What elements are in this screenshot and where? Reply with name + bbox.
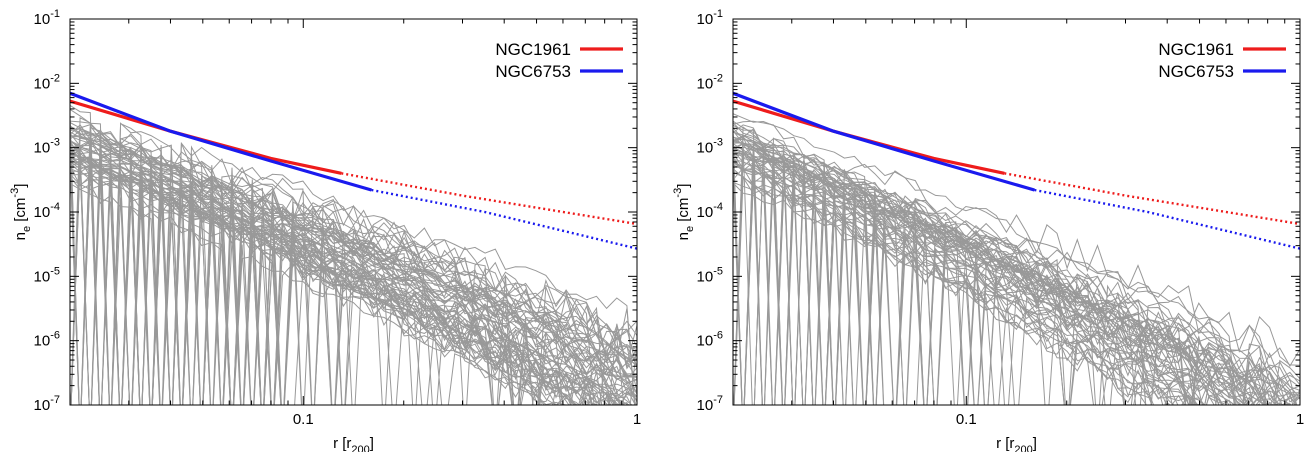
x-tick-label: 0.1 xyxy=(956,411,977,428)
y-tick-label: 10-5 xyxy=(34,265,60,285)
background-profile xyxy=(70,165,637,405)
background-profile xyxy=(733,147,1206,405)
y-tick-label: 10-3 xyxy=(697,137,723,157)
y-tick-label: 10-6 xyxy=(34,330,60,350)
y-axis-label: ne [cm-3] xyxy=(9,184,33,241)
series-line-solid xyxy=(70,91,372,192)
background-profile xyxy=(733,120,1300,366)
series-line-dotted xyxy=(1034,188,1300,250)
series-line-dotted xyxy=(1004,172,1300,226)
background-profile xyxy=(70,143,637,405)
background-profile xyxy=(70,132,637,365)
background-profile xyxy=(733,172,1171,405)
x-axis-label: r [r200] xyxy=(333,435,374,452)
background-profile xyxy=(733,113,1300,405)
background-profile xyxy=(70,148,637,405)
y-tick-label: 10-4 xyxy=(697,201,723,221)
background-profile xyxy=(733,182,1205,405)
series-ngc6753 xyxy=(70,91,637,250)
legend-label: NGC1961 xyxy=(495,40,571,59)
background-profile xyxy=(70,179,622,405)
background-profile xyxy=(733,159,1185,405)
y-axis-label: ne [cm-3] xyxy=(672,184,696,241)
background-profile xyxy=(70,157,633,405)
background-profile xyxy=(70,108,637,405)
background-profile xyxy=(733,150,1194,405)
y-tick-label: 10-1 xyxy=(34,8,60,28)
background-profile xyxy=(70,147,637,362)
background-profile xyxy=(70,152,637,405)
legend: NGC1961 NGC6753 xyxy=(1158,40,1286,81)
background-profiles xyxy=(70,104,637,405)
series-line-dotted xyxy=(341,172,637,226)
y-tick-label: 10-7 xyxy=(697,394,723,414)
background-profile xyxy=(733,126,1291,405)
background-profile xyxy=(733,161,1255,405)
legend-label: NGC6753 xyxy=(1158,62,1234,81)
background-profile xyxy=(733,164,1300,405)
background-profile xyxy=(70,125,637,375)
x-tick-label: 1 xyxy=(1296,411,1304,428)
background-profile xyxy=(70,145,637,405)
background-profile xyxy=(70,104,637,405)
background-profile xyxy=(733,124,1247,405)
background-profile xyxy=(70,159,637,405)
background-profile xyxy=(70,155,619,405)
background-profile xyxy=(733,150,1220,405)
background-profile xyxy=(733,158,1202,405)
background-profiles xyxy=(733,113,1300,405)
series-ngc6753 xyxy=(733,91,1300,250)
background-profile xyxy=(733,160,1153,405)
left-panel: 10-7 10-6 10-5 10-4 10-3 10-2 10-1 0.1 1 r [r200]… xyxy=(9,8,641,452)
background-profile xyxy=(70,145,593,405)
background-profile xyxy=(70,137,637,405)
background-profile xyxy=(733,147,1267,405)
x-axis-label: r [r200] xyxy=(996,435,1037,452)
right-panel: 10-7 10-6 10-5 10-4 10-3 10-2 10-1 0.1 1 r [r200]… xyxy=(672,8,1304,452)
y-tick-label: 10-4 xyxy=(34,201,60,221)
background-profile xyxy=(743,175,1215,405)
series-ngc1961 xyxy=(733,99,1300,226)
background-profile xyxy=(70,140,636,405)
legend-label: NGC6753 xyxy=(495,62,571,81)
y-tick-label: 10-1 xyxy=(697,8,723,28)
y-tick-label: 10-5 xyxy=(697,265,723,285)
series-line-dotted xyxy=(371,188,637,250)
background-profile xyxy=(70,160,580,405)
series-line-solid xyxy=(733,91,1035,192)
background-profile xyxy=(733,142,1300,405)
background-profile xyxy=(733,143,1283,405)
y-tick-label: 10-6 xyxy=(697,330,723,350)
background-profile xyxy=(733,134,1217,405)
y-tick-label: 10-2 xyxy=(697,72,723,92)
legend: NGC1961 NGC6753 xyxy=(495,40,623,81)
background-profile xyxy=(753,150,1300,405)
y-tick-label: 10-7 xyxy=(34,394,60,414)
background-profile xyxy=(70,159,637,405)
x-tick-label: 0.1 xyxy=(293,411,314,428)
legend-label: NGC1961 xyxy=(1158,40,1234,59)
background-profile xyxy=(733,136,1236,405)
x-tick-label: 1 xyxy=(633,411,641,428)
y-tick-label: 10-2 xyxy=(34,72,60,92)
background-profile xyxy=(733,168,1155,405)
y-tick-label: 10-3 xyxy=(34,137,60,157)
background-profile xyxy=(733,167,1179,405)
background-profile xyxy=(70,172,637,405)
